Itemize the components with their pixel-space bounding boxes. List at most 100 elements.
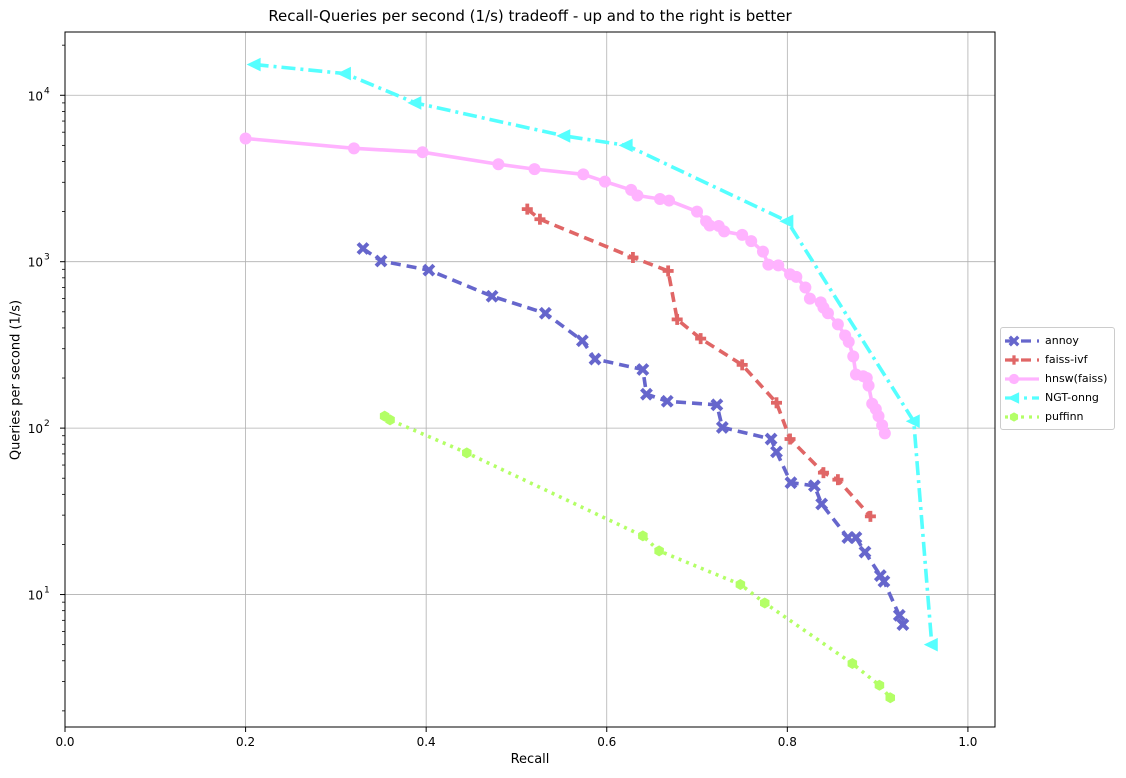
x-axis-label: Recall xyxy=(510,752,550,767)
data-point-stroke xyxy=(715,420,729,434)
data-point xyxy=(756,245,769,258)
y-tick-label: 10 xyxy=(28,422,43,436)
data-point-stroke xyxy=(575,334,589,348)
data-point xyxy=(654,545,664,557)
data-point xyxy=(660,394,674,408)
axes-frame xyxy=(64,31,996,728)
data-point xyxy=(407,96,422,110)
data-point xyxy=(416,146,429,159)
data-point xyxy=(745,235,758,248)
data-point xyxy=(862,379,875,392)
data-point-stroke xyxy=(764,432,778,446)
data-point xyxy=(638,530,648,542)
y-tick-label: 10 xyxy=(28,589,43,603)
data-point-stroke xyxy=(636,363,650,376)
data-point xyxy=(892,608,906,622)
data-point xyxy=(385,414,395,426)
data-point xyxy=(831,318,844,331)
data-point xyxy=(815,497,829,511)
data-point-stroke xyxy=(808,479,821,493)
data-point xyxy=(1008,373,1020,384)
data-point xyxy=(521,203,533,215)
x-tick-label: 0.2 xyxy=(236,735,255,749)
data-point xyxy=(764,432,778,446)
data-point xyxy=(422,263,436,277)
data-point xyxy=(663,194,676,207)
data-point xyxy=(817,467,829,479)
data-point xyxy=(246,57,261,72)
data-point xyxy=(878,427,891,440)
legend-item-hnsw-faiss: hnsw(faiss) xyxy=(1005,369,1110,388)
series-annoy xyxy=(356,242,910,631)
data-point-stroke xyxy=(849,531,863,544)
data-point xyxy=(736,359,748,371)
legend-label-faiss-ivf: faiss-ivf xyxy=(1045,353,1088,366)
data-point-stroke xyxy=(1008,335,1020,346)
data-point xyxy=(808,479,821,493)
data-point xyxy=(832,474,844,486)
data-point xyxy=(1009,354,1019,365)
data-point xyxy=(691,205,704,218)
data-point-stroke xyxy=(538,306,552,320)
y-axis-label: Queries per second (1/s) xyxy=(8,299,24,461)
legend-item-faiss-ivf: faiss-ivf xyxy=(1005,350,1110,369)
data-point xyxy=(528,163,541,176)
data-point xyxy=(492,158,505,171)
data-point xyxy=(736,228,749,241)
data-point-stroke xyxy=(588,352,602,366)
data-point-stroke xyxy=(356,242,370,255)
data-point xyxy=(631,189,644,202)
x-axis-ticks: 0.0 0.2 0.4 0.6 0.8 1.0 xyxy=(55,727,977,749)
x-tick-label: 0.8 xyxy=(778,735,797,749)
data-point xyxy=(356,242,370,255)
legend: annoy faiss-ivf hnsw(faiss) NGT-onng puf… xyxy=(1000,327,1115,430)
data-point-stroke xyxy=(710,398,724,412)
data-point xyxy=(671,313,683,325)
series-line-puffinn xyxy=(383,414,892,699)
data-point-stroke xyxy=(858,545,872,559)
chart-title: Recall-Queries per second (1/s) tradeoff… xyxy=(268,7,792,25)
data-point xyxy=(636,363,650,376)
data-point xyxy=(575,334,589,348)
y-axis-minor-ticks xyxy=(62,44,65,712)
y-tick-label-exponent: 2 xyxy=(44,419,50,429)
data-point xyxy=(905,414,920,429)
plot-border xyxy=(64,31,996,728)
data-point xyxy=(799,281,812,294)
data-point xyxy=(1009,411,1019,422)
data-point xyxy=(896,618,910,631)
data-point xyxy=(885,692,896,704)
series-ngt-onng xyxy=(246,57,938,652)
data-point xyxy=(821,307,834,320)
series-puffinn xyxy=(379,410,896,704)
data-point xyxy=(1008,335,1020,346)
legend-item-ngt-onng: NGT-onng xyxy=(1005,388,1110,407)
data-point xyxy=(864,510,876,522)
data-point xyxy=(588,352,602,366)
legend-label-annoy: annoy xyxy=(1045,334,1079,347)
data-point-stroke xyxy=(660,394,674,408)
legend-item-annoy: annoy xyxy=(1005,331,1110,350)
data-point xyxy=(847,658,858,670)
data-point xyxy=(577,168,590,181)
y-tick-label-exponent: 4 xyxy=(44,86,50,96)
data-point xyxy=(923,637,938,652)
data-point xyxy=(703,219,716,232)
series-line-ngt-onng xyxy=(254,62,934,645)
data-point xyxy=(770,397,782,409)
data-point xyxy=(762,258,775,271)
data-point-stroke xyxy=(640,387,653,401)
data-point xyxy=(779,214,794,229)
data-point xyxy=(618,138,633,153)
data-point xyxy=(849,531,863,544)
data-point xyxy=(770,445,783,459)
legend-swatch-annoy xyxy=(1005,334,1039,348)
series-line-faiss-ivf xyxy=(526,207,872,518)
data-point xyxy=(718,225,731,238)
data-point xyxy=(784,476,798,490)
legend-label-puffinn: puffinn xyxy=(1045,410,1084,423)
data-point xyxy=(239,132,252,145)
data-point xyxy=(847,350,860,363)
legend-label-ngt-onng: NGT-onng xyxy=(1045,391,1099,404)
